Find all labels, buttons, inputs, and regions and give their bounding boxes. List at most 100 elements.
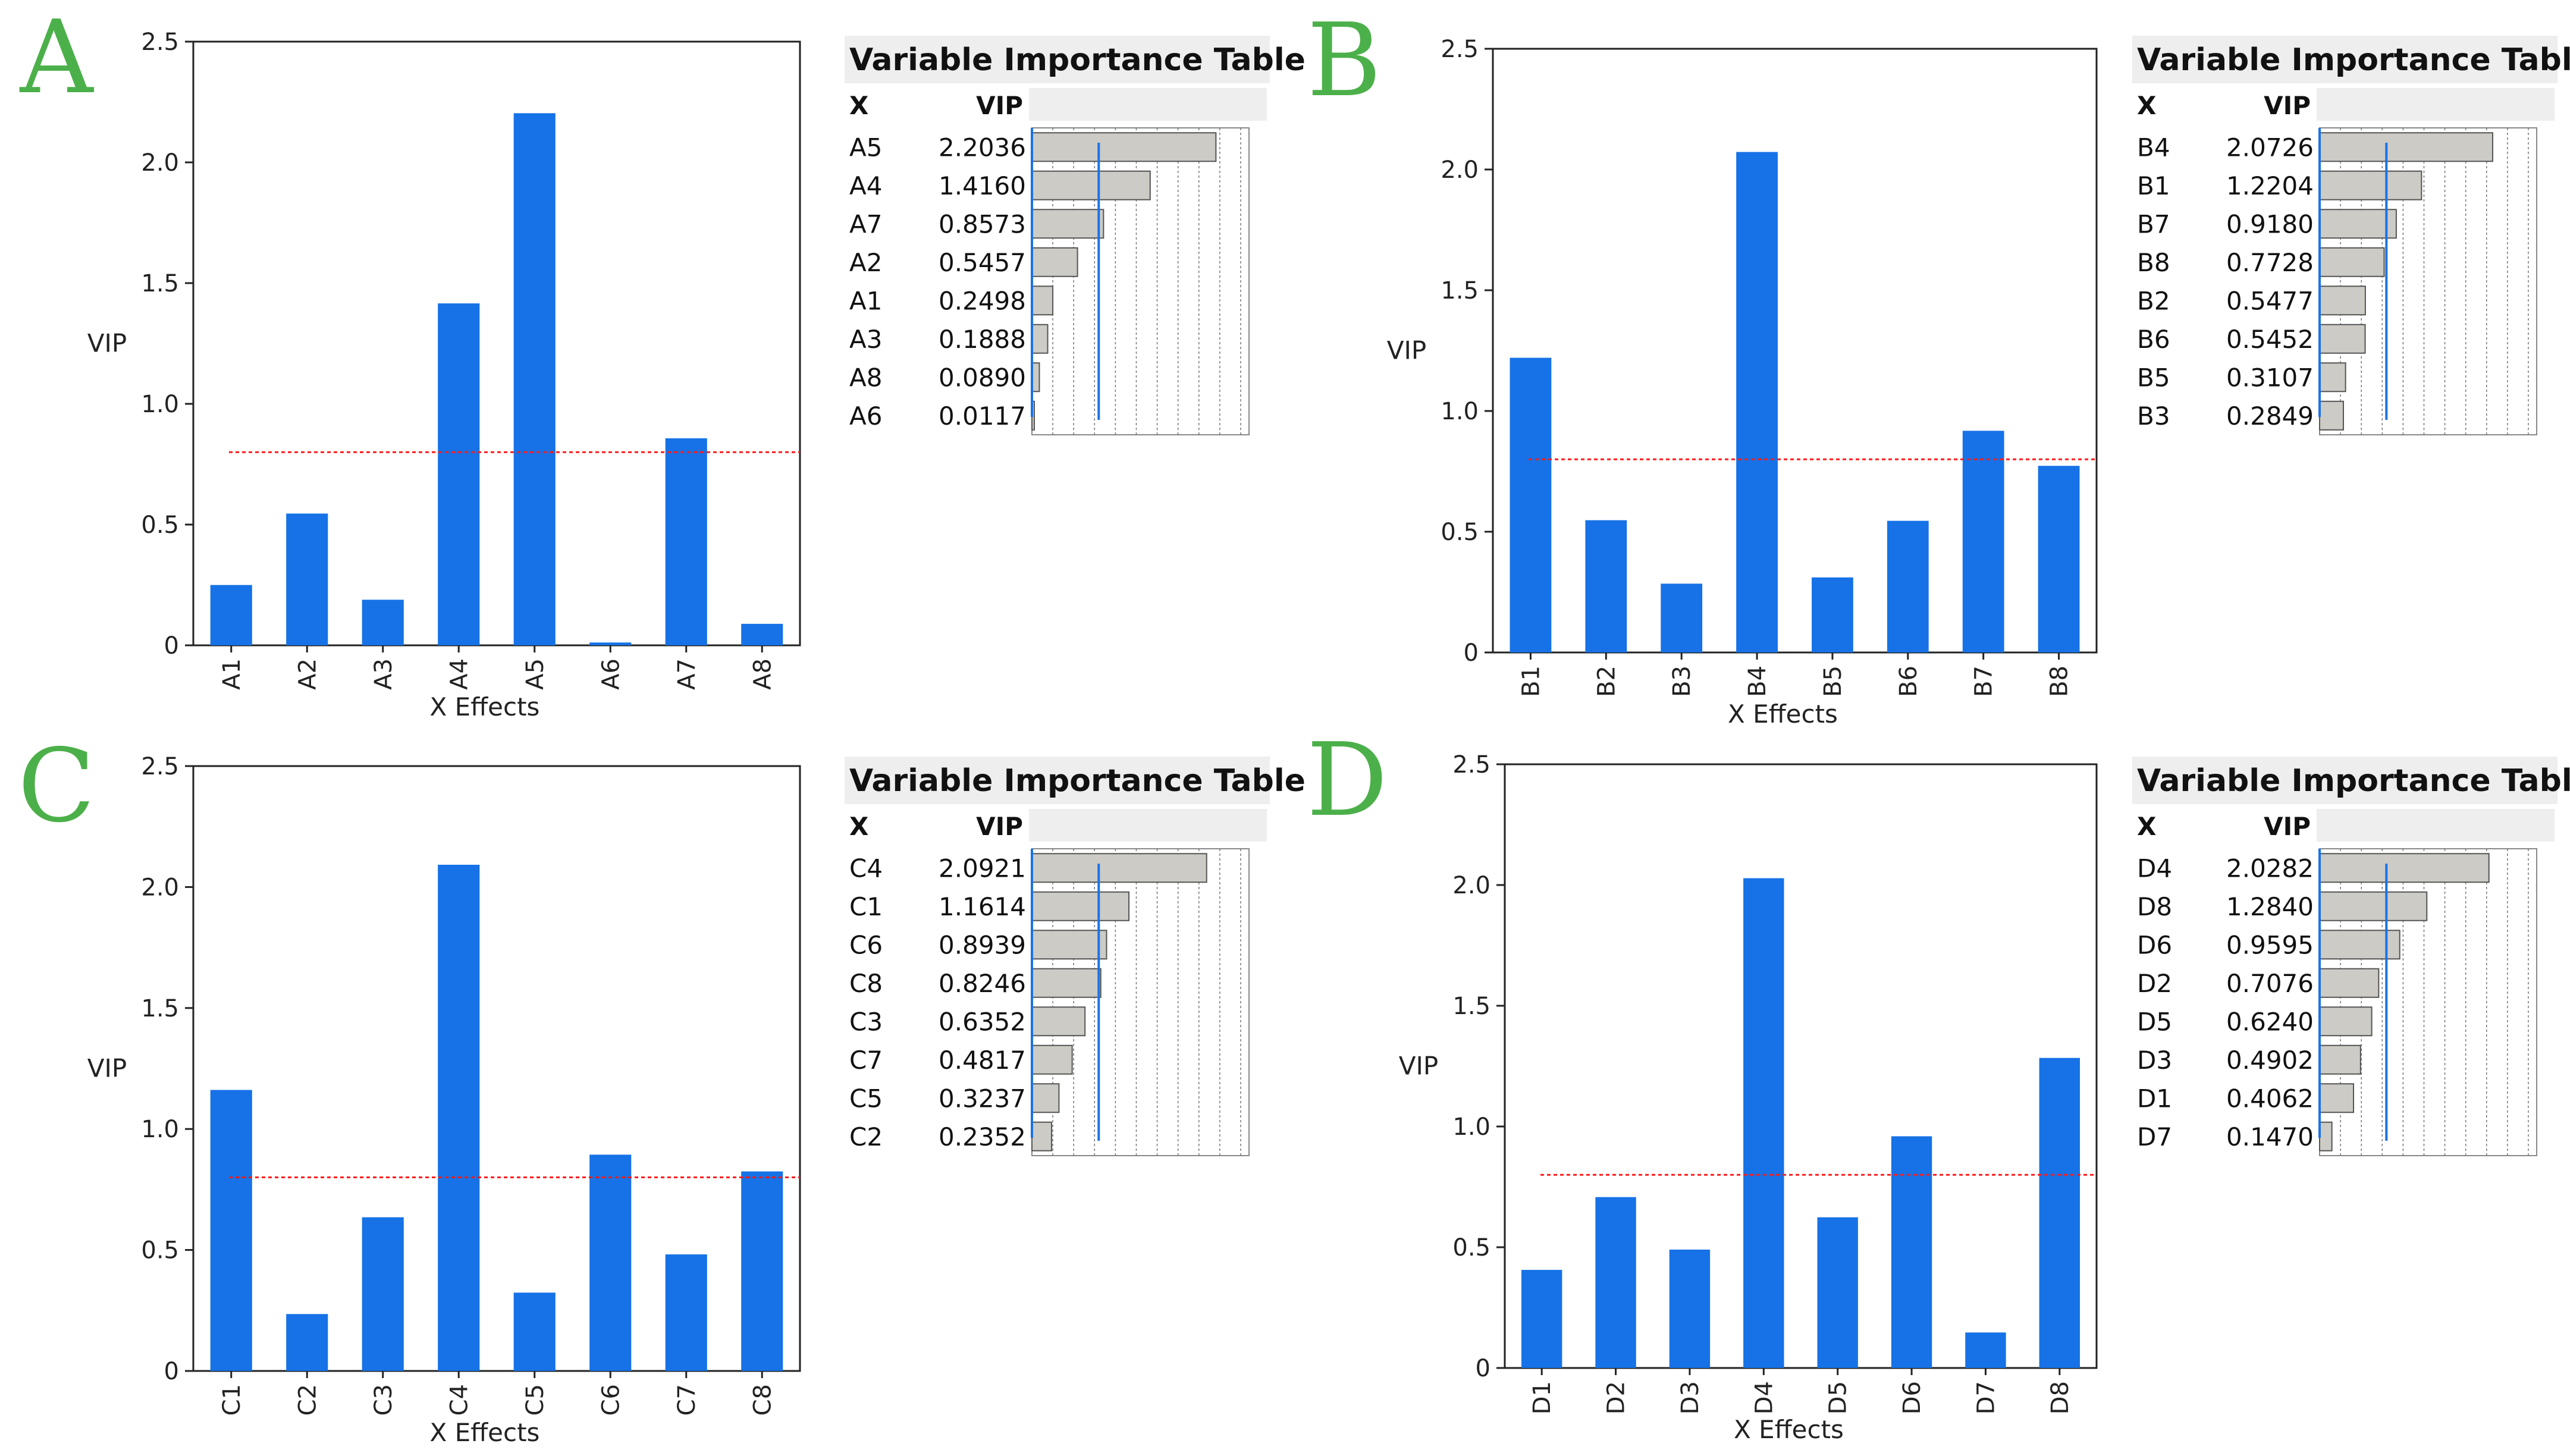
plot-frame — [1504, 763, 2098, 1369]
vip-row-value: 0.8573 — [939, 209, 1026, 239]
x-tick-label: D3 — [1677, 1381, 1704, 1414]
x-tick-label: B5 — [1819, 666, 1847, 697]
vip-row-value: 0.5477 — [2226, 286, 2314, 315]
x-tick-label: B8 — [2046, 666, 2073, 697]
bar-d7 — [1965, 1332, 2006, 1368]
y-axis-label: VIP — [87, 1054, 127, 1083]
vip-col-x: X — [849, 812, 868, 841]
vip-row-value: 0.6240 — [2226, 1007, 2314, 1036]
vip-row-label: B2 — [2137, 286, 2170, 315]
x-axis-label: X Effects — [430, 692, 540, 721]
vip-table: Variable Importance Table X VIP B4 2.0726 B1 1… — [2132, 36, 2570, 435]
y-tick-label: 2.5 — [141, 753, 179, 780]
vip-row-value: 0.3107 — [2226, 363, 2314, 392]
y-tick-label: 0.5 — [1441, 519, 1479, 546]
vip-header-bar-bg — [1029, 809, 1267, 842]
x-axis-label: X Effects — [1734, 1415, 1844, 1444]
vip-col-x: X — [849, 91, 868, 120]
x-axis-label: X Effects — [430, 1418, 540, 1447]
bar-c4 — [438, 864, 480, 1371]
x-tick-label: D8 — [2047, 1381, 2074, 1414]
x-tick-label: A3 — [370, 658, 397, 690]
vip-row-value: 0.4062 — [2226, 1084, 2314, 1113]
plot-frame — [192, 765, 801, 1372]
vip-row-value: 0.2498 — [939, 286, 1026, 315]
vip-row-label: B1 — [2137, 171, 2170, 200]
x-tick-label: D4 — [1750, 1381, 1778, 1414]
bar-d2 — [1595, 1197, 1636, 1368]
vip-row-value: 0.4817 — [939, 1046, 1026, 1075]
y-tick-label: 0.5 — [1452, 1234, 1490, 1262]
x-tick-label: C2 — [294, 1384, 321, 1416]
vip-col-vip: VIP — [2264, 812, 2311, 841]
vip-row-label: A4 — [849, 171, 882, 200]
vip-row-value: 0.2849 — [2226, 401, 2314, 431]
vip-row-bar — [1031, 930, 1107, 960]
vip-row-bar — [2319, 132, 2493, 162]
bar-b6 — [1887, 520, 1929, 652]
y-tick-label: 0.5 — [141, 1237, 179, 1264]
x-tick-label: A6 — [597, 658, 625, 690]
y-tick-label: 1.5 — [141, 270, 179, 297]
vip-row-value: 0.8939 — [939, 930, 1026, 959]
vip-row-label: C8 — [849, 969, 883, 998]
bar-c8 — [741, 1171, 783, 1371]
vip-row-value: 0.0117 — [939, 401, 1026, 431]
vip-row-value: 1.2204 — [2226, 171, 2314, 200]
bar-d8 — [2039, 1058, 2081, 1368]
vip-row-label: C7 — [849, 1046, 883, 1075]
vip-row-value: 2.0282 — [2226, 853, 2314, 883]
vip-table-title-bg — [2132, 757, 2558, 804]
bar-b5 — [1812, 577, 1853, 652]
bar-d6 — [1891, 1136, 1932, 1368]
x-tick-label: C5 — [522, 1384, 549, 1416]
x-tick-label: B1 — [1517, 666, 1545, 697]
vip-table: Variable Importance Table X VIP A5 2.2036 A4 1… — [845, 36, 1306, 435]
vip-row-label: A5 — [849, 133, 882, 162]
vip-row-bar — [2319, 853, 2490, 883]
x-tick-label: D1 — [1529, 1381, 1556, 1414]
vip-row-value: 0.5452 — [2226, 325, 2314, 354]
bar-b4 — [1736, 152, 1778, 652]
vip-row-value: 0.9180 — [2226, 209, 2314, 239]
x-tick-label: D5 — [1825, 1381, 1852, 1414]
x-tick-label: B3 — [1668, 666, 1696, 697]
vip-row-value: 1.1614 — [939, 892, 1026, 921]
vip-row-label: D4 — [2137, 853, 2172, 883]
panel-letter: A — [20, 0, 95, 117]
bar-a2 — [286, 513, 328, 645]
vip-row-value: 0.0890 — [939, 363, 1026, 392]
bar-b7 — [1962, 431, 2004, 652]
x-tick-label: B6 — [1895, 666, 1922, 697]
vip-row-bar — [1031, 1121, 1053, 1151]
vip-row-bar — [2319, 285, 2366, 316]
x-tick-label: C1 — [218, 1384, 246, 1416]
panel-b: B 0 0.5 1.0 1.5 2.0 2.5 VIP B1 B2 B3 B4 B5 B6 B7 B8 X Ef… — [1307, 2, 2570, 729]
bar-b2 — [1585, 520, 1627, 652]
vip-row-bar — [2319, 1006, 2373, 1037]
vip-row-value: 0.4902 — [2226, 1046, 2314, 1075]
vip-col-vip: VIP — [976, 812, 1023, 841]
vip-row-bar — [2319, 1121, 2333, 1151]
vip-row-value: 0.7728 — [2226, 248, 2314, 277]
vip-row-bar — [1031, 1006, 1086, 1037]
x-tick-label: A5 — [522, 658, 549, 690]
vip-row-value: 2.0726 — [2226, 133, 2314, 162]
vip-table-title: Variable Importance Table — [849, 42, 1306, 78]
y-axis-label: VIP — [87, 329, 127, 358]
vip-row-bar — [1031, 285, 1054, 316]
vip-row-label: C4 — [849, 853, 883, 883]
vip-table: Variable Importance Table X VIP C4 2.0921 C1 1… — [845, 757, 1306, 1156]
vip-row-label: A2 — [849, 248, 882, 277]
x-tick-label: D7 — [1972, 1381, 2000, 1414]
y-tick-label: 0.5 — [141, 512, 179, 539]
vip-row-label: C1 — [849, 892, 883, 921]
x-tick-label: C7 — [673, 1384, 701, 1416]
plot-frame — [1492, 48, 2098, 654]
y-tick-label: 1.0 — [141, 1116, 179, 1143]
vip-row-bar — [1031, 891, 1130, 921]
y-tick-label: 0 — [164, 1358, 179, 1385]
vip-table-title: Variable Importance Table — [849, 763, 1306, 799]
bar-c7 — [665, 1254, 707, 1371]
x-tick-label: D2 — [1603, 1381, 1630, 1414]
